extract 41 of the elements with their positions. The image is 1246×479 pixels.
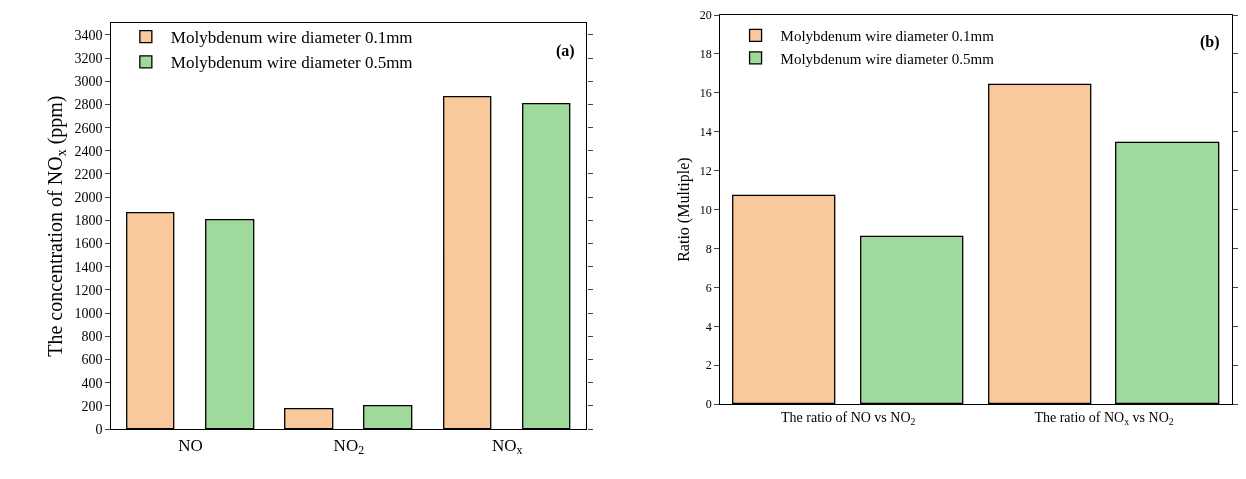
y-tick-label: 12 <box>699 163 712 178</box>
y-tick-label: 1600 <box>74 236 103 252</box>
x-tick-label: NO$_{2}$ <box>333 435 365 458</box>
y-tick-label: 3400 <box>74 27 103 43</box>
y-tick-label: 0 <box>705 397 712 412</box>
y-tick-label: 2200 <box>74 166 103 182</box>
y-tick-label: 0 <box>95 421 103 437</box>
y-tick-label: 1400 <box>74 259 103 275</box>
annotation: (a) <box>556 42 575 60</box>
y-tick-label: 600 <box>81 352 103 368</box>
y-tick-label: 2400 <box>74 143 103 159</box>
y-tick-label: 1800 <box>74 213 103 229</box>
y-tick-label: 2800 <box>74 97 103 113</box>
legend-label: Molybdenum wire diameter 0.5mm <box>170 53 413 73</box>
y-tick-label: 2000 <box>74 190 103 206</box>
x-tick-label: NO$_{x}$ <box>491 435 523 458</box>
annotation: (b) <box>1200 33 1220 51</box>
y-tick-label: 3200 <box>74 50 103 66</box>
x-tick-label: The ratio of NO vs NO$_{2}$ <box>781 410 916 428</box>
y-tick-label: 14 <box>699 124 712 139</box>
legend-label: Molybdenum wire diameter 0.5mm <box>780 50 995 67</box>
y-axis-title: Ratio (Multiple) <box>674 157 693 262</box>
y-tick-label: 6 <box>705 280 712 295</box>
y-tick-label: 8 <box>705 241 712 256</box>
y-tick-label: 10 <box>699 202 712 217</box>
y-tick-label: 4 <box>705 319 712 334</box>
y-tick-label: 1000 <box>74 305 103 321</box>
y-tick-label: 200 <box>81 398 103 414</box>
y-tick-label: 400 <box>81 375 103 391</box>
y-tick-label: 3000 <box>74 74 103 90</box>
legend-label: Molybdenum wire diameter 0.1mm <box>780 28 995 45</box>
y-tick-label: 2 <box>705 358 712 373</box>
x-tick-label: The ratio of NO$_{x}$ vs NO$_{2}$ <box>1034 410 1174 428</box>
y-tick-label: 20 <box>699 8 712 23</box>
y-tick-label: 16 <box>699 86 712 101</box>
y-tick-label: 1200 <box>74 282 103 298</box>
x-tick-label: NO <box>178 435 203 455</box>
y-tick-label: 18 <box>699 47 712 62</box>
legend-label: Molybdenum wire diameter 0.1mm <box>170 28 413 48</box>
y-tick-label: 2600 <box>74 120 103 136</box>
y-tick-label: 800 <box>81 329 103 345</box>
